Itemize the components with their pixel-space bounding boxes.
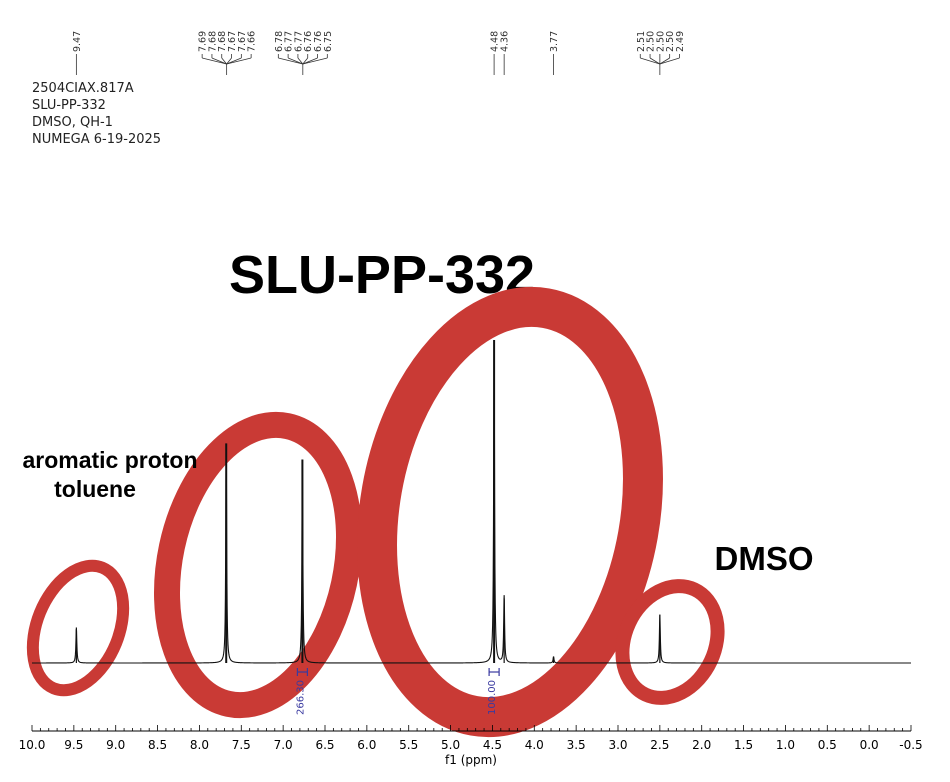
peak-shift-label: 2.50 <box>655 31 666 52</box>
metadata-line: NUMEGA 6-19-2025 <box>32 132 162 147</box>
annotation-dmso: DMSO <box>715 540 814 577</box>
peak-label-leader <box>302 57 309 65</box>
peak-shift-label: 2.50 <box>665 31 676 52</box>
spectrum-line <box>32 341 911 664</box>
highlight-ellipse <box>154 411 362 719</box>
highlight-ellipse <box>357 286 663 738</box>
highlight-ellipse <box>615 579 725 705</box>
peak-label-leader <box>226 57 232 65</box>
integral-label: 100.00 <box>487 680 498 715</box>
x-axis-tick-label: 4.0 <box>525 738 544 752</box>
peak-shift-label: 3.77 <box>549 31 560 52</box>
metadata-line: DMSO, QH-1 <box>32 115 113 130</box>
x-axis-tick-label: 6.5 <box>315 738 334 752</box>
peak-shift-label: 7.67 <box>227 31 238 52</box>
x-axis-tick-label: 8.5 <box>148 738 167 752</box>
x-axis-tick-label: 6.0 <box>357 738 376 752</box>
integral-label: 266.30 <box>295 680 306 715</box>
peak-shift-label: 6.76 <box>303 31 314 52</box>
peak-shift-label: 7.69 <box>198 31 209 52</box>
annotation-toluene: toluene <box>54 476 136 502</box>
x-axis-tick-label: 9.5 <box>64 738 83 752</box>
peak-shift-label: 2.51 <box>636 31 647 52</box>
x-axis-tick-label: 5.0 <box>441 738 460 752</box>
x-axis-tick-label: 4.5 <box>483 738 502 752</box>
peak-shift-label: 6.75 <box>323 31 334 52</box>
peak-shift-label: 4.36 <box>500 31 511 52</box>
peak-label-leader <box>649 57 661 65</box>
peak-label-leader <box>659 57 670 65</box>
peak-shift-label: 2.50 <box>646 31 657 52</box>
peak-label-leader <box>278 57 303 65</box>
spectrum-metadata: 2504CIAX.817A SLU-PP-332 DMSO, QH-1 NUME… <box>32 80 161 148</box>
x-axis-tick-label: 7.5 <box>232 738 251 752</box>
peak-label-group: 9.47 7.697.687.687.677.677.66 6.786.776.77… <box>72 31 686 75</box>
x-axis-tick-label: 2.5 <box>650 738 669 752</box>
spectrum-group <box>32 340 911 664</box>
x-axis-tick-label: 3.5 <box>567 738 586 752</box>
highlight-ellipse <box>26 559 130 697</box>
chart-title: SLU-PP-332 <box>229 245 535 305</box>
x-axis-label: f1 (ppm) <box>445 753 497 767</box>
peak-shift-label: 6.77 <box>284 31 295 52</box>
peak-shift-label: 7.66 <box>247 31 258 52</box>
x-axis-tick-label: 7.0 <box>274 738 293 752</box>
peak-label-leader <box>221 57 227 65</box>
peak-shift-label: 2.49 <box>675 31 686 52</box>
x-axis-tick-label: -0.5 <box>899 738 922 752</box>
x-axis-tick-label: 3.0 <box>608 738 627 752</box>
x-axis-tick-label: 10.0 <box>19 738 46 752</box>
peak-shift-label: 6.76 <box>313 31 324 52</box>
peak-shift-label: 6.77 <box>293 31 304 52</box>
x-axis-tick-label: 5.5 <box>399 738 418 752</box>
annotation-aromatic-proton: aromatic proton <box>22 447 197 473</box>
peak-shift-label: 7.67 <box>237 31 248 52</box>
peak-shift-label: 7.68 <box>217 31 228 52</box>
highlight-ellipse-group <box>26 286 725 738</box>
peak-shift-label: 6.78 <box>274 31 285 52</box>
peak-shift-label: 9.47 <box>72 31 83 52</box>
metadata-line: 2504CIAX.817A <box>32 81 134 96</box>
peak-label-leader <box>659 57 680 65</box>
x-axis-tick-label: 0.5 <box>818 738 837 752</box>
peak-shift-label: 4.48 <box>490 31 501 52</box>
x-axis: 10.0 9.5 9.0 8.5 8.0 7.5 7.0 6.5 6.0 5.5 5.0 4.5 4.0… <box>19 725 923 752</box>
metadata-line: SLU-PP-332 <box>32 98 106 113</box>
peak-label-leader <box>302 57 328 65</box>
peak-label-leader <box>640 57 660 65</box>
x-axis-tick-label: 1.0 <box>776 738 795 752</box>
x-axis-tick-label: 1.5 <box>734 738 753 752</box>
integral-group: 266.30 100.00 <box>295 668 500 715</box>
peak-label-leader <box>287 57 303 65</box>
peak-shift-label: 7.68 <box>207 31 218 52</box>
peak-label-leader <box>226 57 252 65</box>
x-axis-tick-label: 2.0 <box>692 738 711 752</box>
x-axis-tick-label: 0.0 <box>860 738 879 752</box>
x-axis-tick-label: 9.0 <box>106 738 125 752</box>
x-axis-tick-label: 8.0 <box>190 738 209 752</box>
peak-label-leader <box>211 57 227 65</box>
peak-label-leader <box>297 57 304 65</box>
peak-label-leader <box>202 57 227 65</box>
